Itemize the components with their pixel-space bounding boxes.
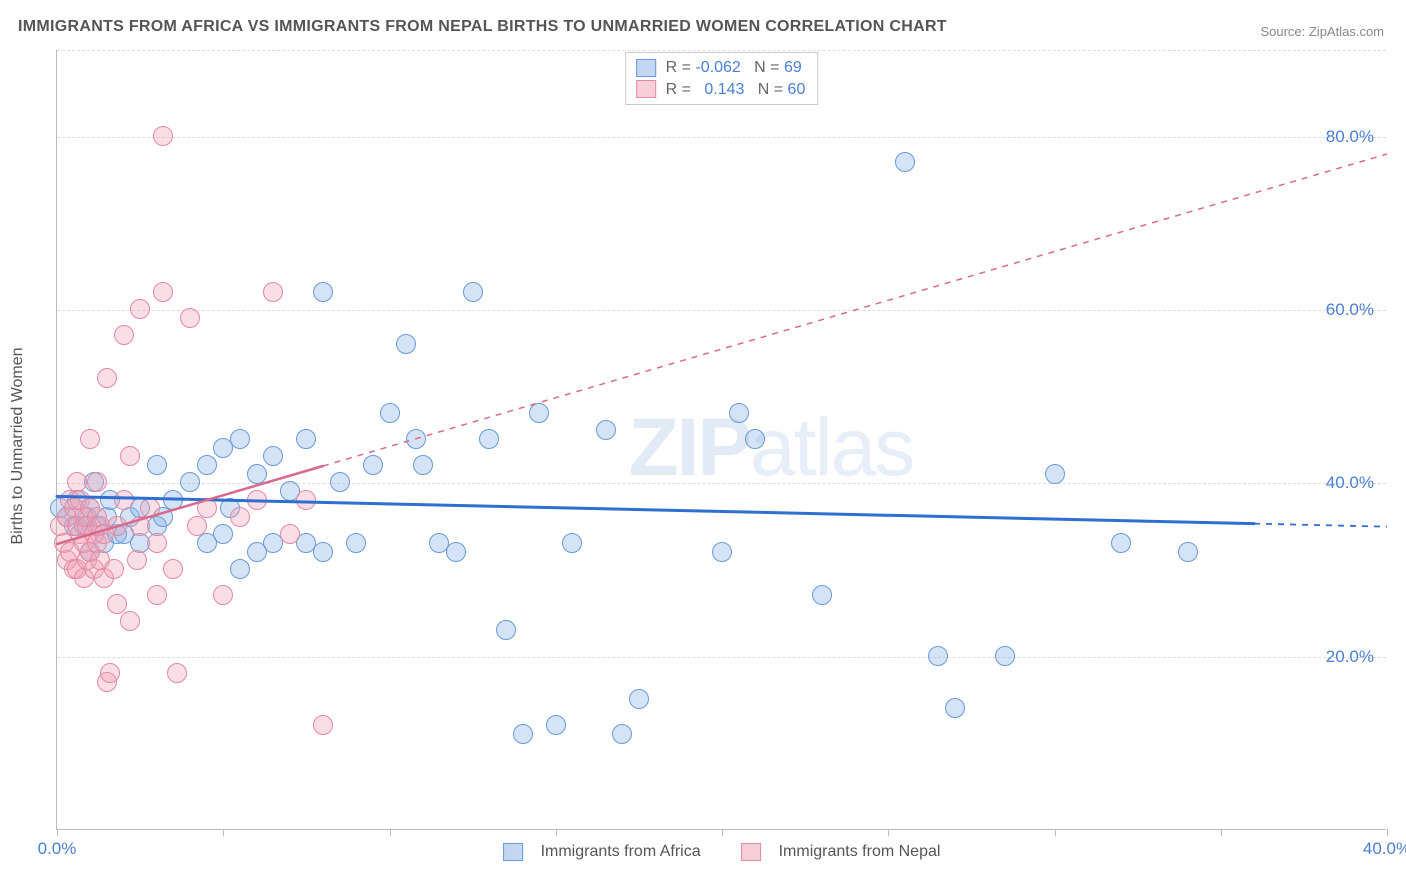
plot-area: ZIPatlas 20.0%40.0%60.0%80.0% 0.0%40.0% …: [56, 50, 1386, 830]
legend-item-africa: Immigrants from Africa: [503, 843, 701, 861]
stat-R-nepal-v: 0.143: [704, 79, 744, 101]
legend-label-africa: Immigrants from Africa: [541, 843, 701, 861]
trend-line-nepal-dash: [323, 154, 1387, 466]
swatch-africa-icon: [636, 59, 656, 77]
bottom-legend: Immigrants from Africa Immigrants from N…: [503, 843, 941, 861]
x-tick: [223, 829, 224, 836]
y-axis-title: Births to Unmarried Women: [9, 347, 27, 544]
legend-swatch-africa-icon: [503, 843, 523, 861]
source-label: Source: ZipAtlas.com: [1260, 24, 1384, 39]
x-tick: [1055, 829, 1056, 836]
x-tick-label: 0.0%: [38, 839, 77, 859]
x-tick: [888, 829, 889, 836]
stat-N-africa: 69: [784, 57, 802, 79]
stat-R-label: R =: [666, 57, 696, 79]
trend-lines: [57, 50, 1386, 829]
x-tick: [722, 829, 723, 836]
stat-N-sep-n: [744, 79, 757, 101]
legend-swatch-nepal-icon: [741, 843, 761, 861]
stat-N-nepal: 60: [788, 79, 806, 101]
stat-R-africa: -0.062: [695, 57, 740, 79]
trend-line-africa-dash: [1254, 524, 1387, 527]
legend-label-nepal: Immigrants from Nepal: [779, 843, 941, 861]
stat-N-label2: N =: [754, 57, 784, 79]
stats-row-nepal: R = 0.143 N = 60: [636, 79, 806, 101]
chart-title: IMMIGRANTS FROM AFRICA VS IMMIGRANTS FRO…: [18, 18, 947, 36]
stat-N-label-n: N =: [758, 79, 788, 101]
stat-N-label: [741, 57, 754, 79]
stats-row-africa: R = -0.062 N = 69: [636, 57, 806, 79]
legend-item-nepal: Immigrants from Nepal: [741, 843, 941, 861]
x-tick: [57, 829, 58, 836]
stat-R-nepal: [695, 79, 704, 101]
stat-R-label-n: R =: [666, 79, 696, 101]
stats-legend-box: R = -0.062 N = 69 R = 0.143 N = 60: [625, 52, 819, 105]
x-tick: [556, 829, 557, 836]
x-tick: [1387, 829, 1388, 836]
trend-line-africa-solid: [57, 496, 1254, 523]
x-tick-label: 40.0%: [1363, 839, 1406, 859]
trend-line-nepal-solid: [57, 466, 323, 544]
x-tick: [390, 829, 391, 836]
swatch-nepal-icon: [636, 80, 656, 98]
x-tick: [1221, 829, 1222, 836]
